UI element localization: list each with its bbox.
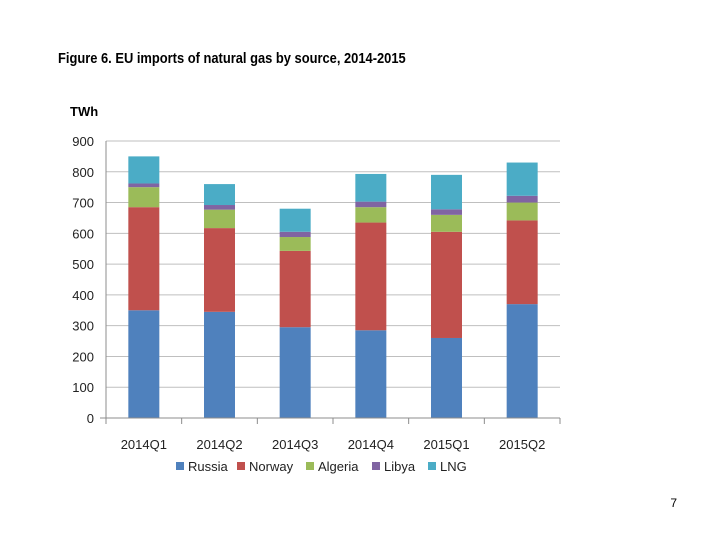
y-tick-label: 600 xyxy=(72,226,94,241)
bar-lng-2015q2 xyxy=(506,162,538,196)
legend-label-lng: LNG xyxy=(440,459,467,474)
x-tick-label: 2014Q3 xyxy=(272,437,318,452)
legend-label-russia: Russia xyxy=(188,459,229,474)
bar-algeria-2014q4 xyxy=(355,207,387,223)
bar-norway-2015q2 xyxy=(506,220,538,305)
bar-russia-2015q1 xyxy=(431,337,462,418)
page-number: 7 xyxy=(670,496,677,510)
bar-russia-2014q3 xyxy=(279,327,311,418)
bar-russia-2015q2 xyxy=(506,304,538,418)
x-tick-label: 2014Q2 xyxy=(196,437,242,452)
chart-title: Figure 6. EU imports of natural gas by s… xyxy=(58,50,406,67)
bar-libya-2015q1 xyxy=(431,209,462,215)
y-tick-label: 500 xyxy=(72,257,94,272)
x-tick-label: 2014Q4 xyxy=(348,437,394,452)
x-tick-label: 2015Q1 xyxy=(423,437,469,452)
y-tick-label: 0 xyxy=(87,411,94,426)
legend-label-norway: Norway xyxy=(249,459,294,474)
bar-norway-2014q3 xyxy=(279,250,311,328)
bar-russia-2014q1 xyxy=(128,310,160,418)
bar-libya-2015q2 xyxy=(506,195,538,203)
bar-lng-2014q3 xyxy=(279,208,311,232)
legend: Russia Norway Algeria Libya LNG xyxy=(176,459,467,474)
bar-algeria-2015q2 xyxy=(506,202,538,221)
bar-russia-2014q2 xyxy=(204,311,235,418)
bar-algeria-2014q3 xyxy=(279,237,311,251)
legend-swatch-norway xyxy=(237,462,245,470)
bar-norway-2014q1 xyxy=(128,207,160,311)
bar-norway-2014q2 xyxy=(204,228,235,312)
legend-label-algeria: Algeria xyxy=(318,459,359,474)
y-tick-label: 800 xyxy=(72,165,94,180)
bar-algeria-2014q1 xyxy=(128,187,160,208)
gridlines xyxy=(106,140,560,388)
bar-algeria-2015q1 xyxy=(431,214,462,232)
y-axis-label: TWh xyxy=(70,104,98,119)
y-tick-label: 900 xyxy=(72,134,94,149)
y-tick-label: 200 xyxy=(72,349,94,364)
bar-lng-2015q1 xyxy=(431,174,462,210)
bar-libya-2014q2 xyxy=(204,205,235,210)
legend-swatch-lng xyxy=(428,462,436,470)
bar-libya-2014q4 xyxy=(355,201,387,208)
x-tick-label: 2014Q1 xyxy=(121,437,167,452)
legend-swatch-libya xyxy=(372,462,380,470)
bar-lng-2014q4 xyxy=(355,173,387,202)
bars xyxy=(128,156,538,418)
bar-lng-2014q2 xyxy=(204,184,235,206)
y-tick-label: 100 xyxy=(72,380,94,395)
bar-libya-2014q1 xyxy=(128,183,160,188)
bar-norway-2015q1 xyxy=(431,231,462,338)
bar-algeria-2014q2 xyxy=(204,209,235,229)
legend-label-libya: Libya xyxy=(384,459,416,474)
bar-russia-2014q4 xyxy=(355,330,387,418)
x-tick-label: 2015Q2 xyxy=(499,437,545,452)
bar-norway-2014q4 xyxy=(355,222,387,331)
y-tick-label: 700 xyxy=(72,196,94,211)
bar-lng-2014q1 xyxy=(128,156,160,184)
legend-swatch-russia xyxy=(176,462,184,470)
bar-libya-2014q3 xyxy=(279,231,311,238)
y-tick-label: 300 xyxy=(72,319,94,334)
axes: 0 100 200 300 400 500 600 700 800 900 2014Q1 2014Q2… xyxy=(72,134,561,452)
y-tick-label: 400 xyxy=(72,288,94,303)
legend-swatch-algeria xyxy=(306,462,314,470)
